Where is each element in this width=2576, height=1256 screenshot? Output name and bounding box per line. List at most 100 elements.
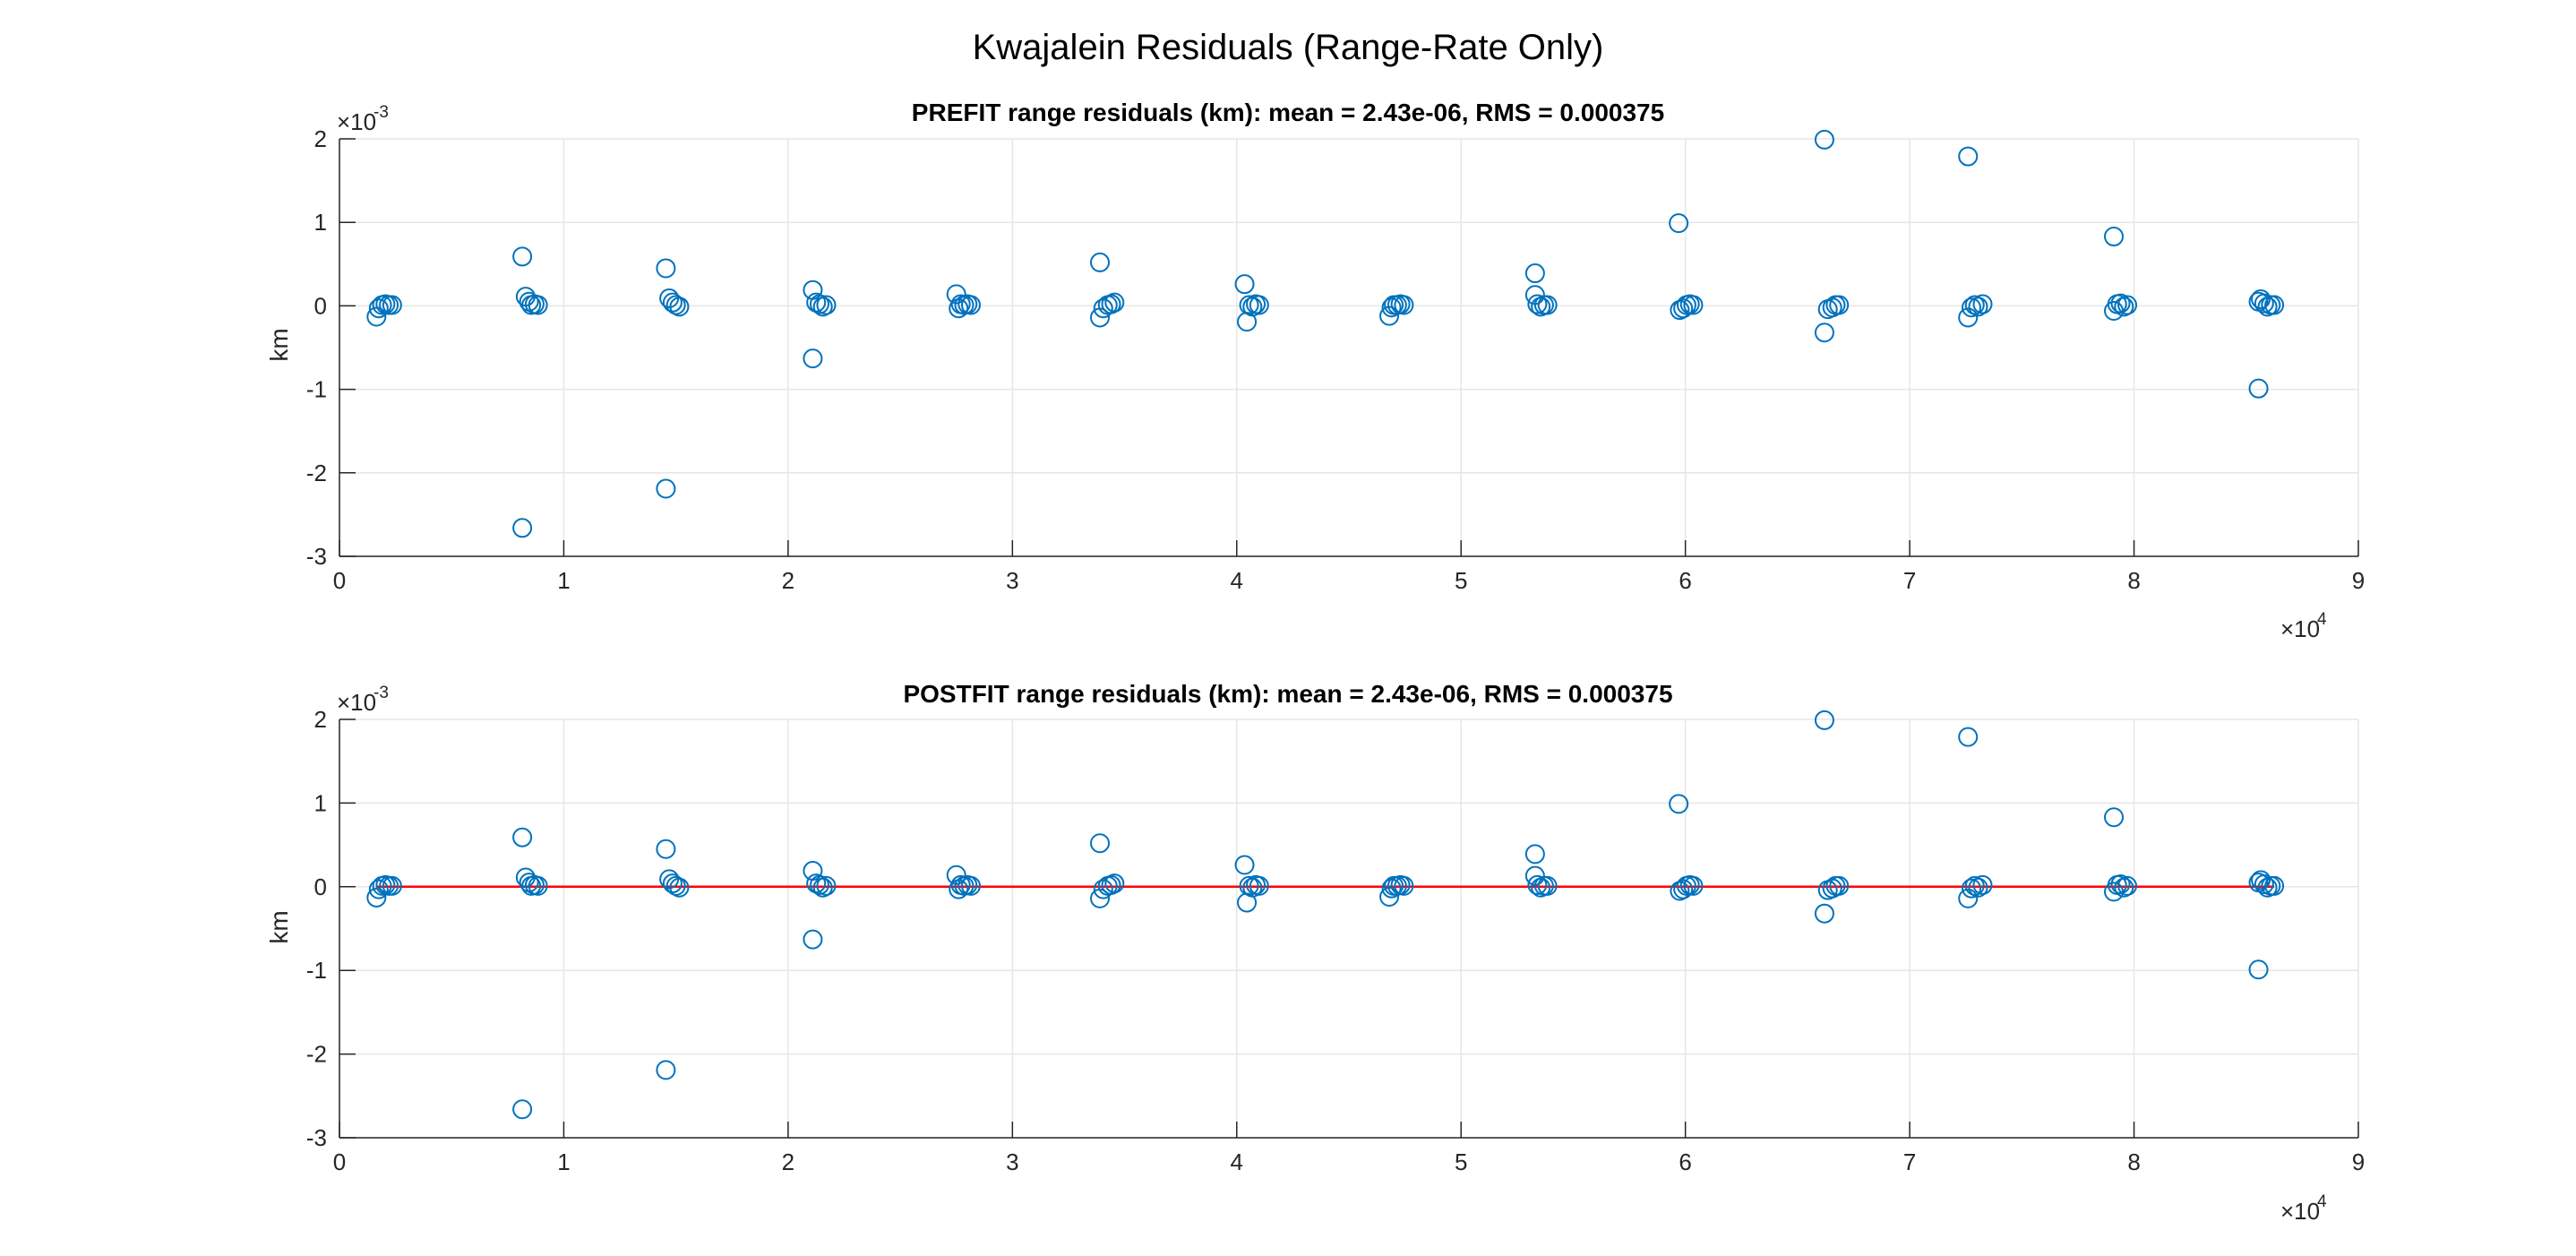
prefit-y-tick-label: -2 — [306, 460, 327, 486]
prefit-data-point — [2264, 295, 2285, 315]
prefit-x-tick-label: 4 — [1231, 567, 1243, 594]
prefit-x-tick-label: 9 — [2352, 567, 2365, 594]
postfit-data-point — [1814, 903, 1834, 924]
prefit-data-point — [2254, 293, 2274, 314]
postfit-data-point — [2254, 873, 2274, 894]
prefit-data-point — [1394, 295, 1414, 315]
postfit-data-point — [1669, 794, 1689, 814]
prefit-plot-area — [339, 139, 2358, 556]
postfit-x-tick-label: 4 — [1231, 1148, 1243, 1175]
postfit-data-point — [1972, 874, 1993, 895]
postfit-data-point — [1234, 855, 1255, 875]
prefit-data-point — [1958, 307, 1979, 328]
postfit-data-point — [382, 875, 402, 896]
prefit-data-point — [512, 518, 533, 538]
postfit-y-tick-label: 2 — [314, 706, 327, 733]
prefit-x-tick-label: 0 — [333, 567, 346, 594]
prefit-x-tick-label: 2 — [782, 567, 794, 594]
postfit-data-point — [1961, 878, 1981, 899]
postfit-y-tick-label: 0 — [314, 873, 327, 900]
postfit-data-point — [1537, 875, 1558, 896]
prefit-y-tick-label: 1 — [314, 209, 327, 236]
prefit-scatter-series — [366, 129, 2285, 538]
postfit-data-point — [1394, 875, 1414, 896]
prefit-x-exponent: 4 — [2317, 610, 2327, 629]
prefit-y-tick-label: 2 — [314, 125, 327, 152]
prefit-y-tick-label: 0 — [314, 292, 327, 319]
postfit-data-point — [656, 1060, 676, 1080]
postfit-data-point — [656, 839, 676, 859]
prefit-data-point — [2251, 288, 2271, 309]
postfit-data-point — [1814, 710, 1834, 730]
prefit-data-point — [1239, 295, 1259, 315]
postfit-data-point — [1670, 881, 1690, 901]
postfit-x-tick-label: 5 — [1455, 1148, 1467, 1175]
postfit-data-point — [1101, 874, 1121, 895]
prefit-data-point — [1814, 323, 1834, 343]
prefit-data-point — [812, 297, 833, 317]
postfit-data-point — [1104, 873, 1125, 894]
postfit-y-axis-label: km — [265, 910, 293, 943]
prefit-title: PREFIT range residuals (km): mean = 2.43… — [912, 99, 1664, 126]
prefit-y-exponent-base: ×10 — [337, 108, 376, 135]
postfit-x-tick-label: 8 — [2127, 1148, 2140, 1175]
postfit-data-point — [1527, 874, 1548, 895]
postfit-y-exponent-base: ×10 — [337, 689, 376, 716]
postfit-data-point — [528, 875, 548, 896]
prefit-data-point — [1234, 274, 1255, 295]
prefit-data-point — [2114, 297, 2134, 317]
postfit-data-point — [809, 874, 829, 895]
prefit-data-point — [1669, 213, 1689, 234]
prefit-data-point — [1242, 297, 1263, 317]
prefit-data-point — [2257, 297, 2278, 317]
postfit-data-point — [803, 929, 823, 950]
prefit-data-point — [1524, 263, 1545, 284]
postfit-data-point — [1683, 875, 1704, 896]
prefit-data-point — [665, 295, 686, 315]
prefit-data-point — [961, 295, 982, 315]
prefit-data-point — [1829, 295, 1850, 315]
prefit-data-point — [809, 294, 829, 314]
prefit-data-point — [1101, 294, 1121, 314]
postfit-subplot: 0 1 2 3 4 5 6 7 8 9 -3 -2 -1 0 1 2 POSTFIT range residu… — [265, 680, 2365, 1225]
postfit-data-point — [2110, 873, 2131, 894]
postfit-data-point — [512, 827, 533, 847]
prefit-x-exponent-base: ×10 — [2280, 615, 2320, 642]
postfit-data-point — [949, 879, 969, 899]
prefit-data-point — [2110, 293, 2131, 314]
postfit-data-point — [1958, 888, 1979, 908]
prefit-data-point — [949, 298, 969, 319]
postfit-data-point — [816, 875, 837, 896]
prefit-data-point — [946, 284, 966, 305]
postfit-x-tick-label: 2 — [782, 1148, 794, 1175]
postfit-data-point — [2114, 877, 2134, 898]
prefit-data-point — [669, 297, 690, 317]
postfit-y-tick-label: -3 — [306, 1124, 327, 1151]
postfit-data-point — [669, 877, 690, 898]
postfit-data-point — [1968, 877, 1988, 898]
postfit-axes-layer: 0 1 2 3 4 5 6 7 8 9 -3 -2 -1 0 1 2 — [306, 706, 2365, 1175]
prefit-data-point — [1670, 300, 1690, 321]
postfit-data-point — [961, 875, 982, 896]
postfit-data-point — [1090, 833, 1111, 854]
prefit-x-tick-label: 1 — [557, 567, 570, 594]
postfit-x-tick-label: 0 — [333, 1148, 346, 1175]
prefit-data-point — [1683, 295, 1704, 315]
postfit-plot-area — [339, 719, 2358, 1138]
postfit-data-point — [2117, 875, 2138, 896]
prefit-data-point — [2248, 378, 2269, 399]
prefit-x-tick-label: 7 — [1903, 567, 1916, 594]
prefit-data-point — [2104, 227, 2125, 247]
prefit-y-exponent: -3 — [374, 103, 389, 122]
postfit-x-exponent: 4 — [2317, 1192, 2327, 1211]
postfit-y-tick-label: -2 — [306, 1041, 327, 1068]
prefit-data-point — [1964, 295, 1985, 315]
prefit-data-point — [1537, 295, 1558, 315]
prefit-data-point — [512, 246, 533, 267]
prefit-data-point — [816, 295, 837, 315]
prefit-axes-layer: 0 1 2 3 4 5 6 7 8 9 -3 -2 -1 0 1 2 — [306, 125, 2365, 594]
postfit-title: POSTFIT range residuals (km): mean = 2.4… — [903, 680, 1672, 708]
postfit-x-tick-label: 3 — [1006, 1148, 1018, 1175]
prefit-data-point — [1814, 129, 1834, 150]
